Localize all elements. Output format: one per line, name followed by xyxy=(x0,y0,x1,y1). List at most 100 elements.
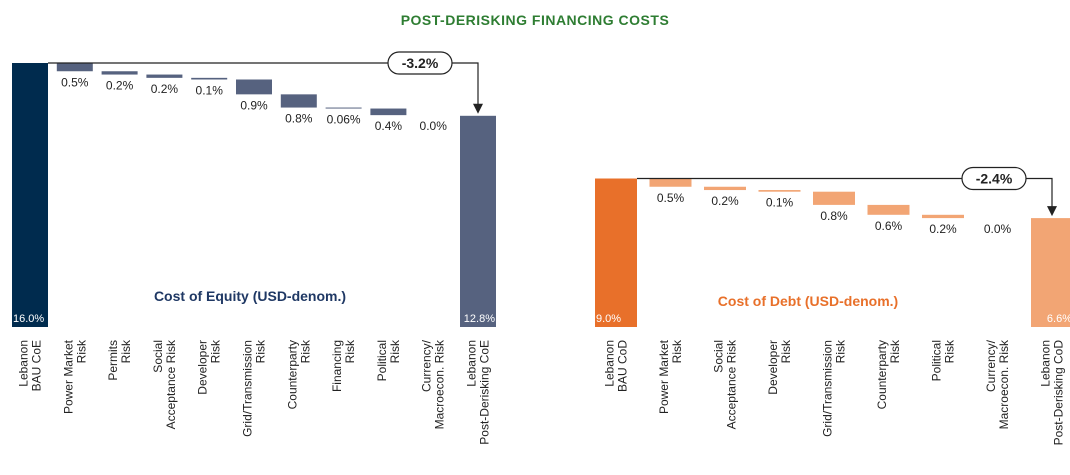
category-line: Risk xyxy=(943,339,957,363)
change-arrowhead xyxy=(473,103,483,114)
category-line: Power Market xyxy=(657,339,671,414)
category-label: SocialAcceptance Risk xyxy=(151,339,178,429)
category-line: Acceptance Risk xyxy=(725,339,739,429)
step-bar xyxy=(101,71,138,75)
value-label: 6.6% xyxy=(1047,313,1070,325)
category-label: PoliticalRisk xyxy=(930,339,957,381)
category-label: Power MarketRisk xyxy=(657,339,684,414)
value-label: 0.5% xyxy=(61,75,89,89)
category-line: Developer xyxy=(196,340,210,395)
category-label: LebanonBAU CoE xyxy=(17,340,44,391)
step-bar xyxy=(704,186,746,191)
category-line: Risk xyxy=(834,339,848,363)
value-label: 12.8% xyxy=(464,313,495,325)
category-line: Lebanon xyxy=(603,340,617,387)
change-label: -3.2% xyxy=(402,55,439,71)
category-line: Risk xyxy=(343,339,357,363)
value-label: 0.2% xyxy=(929,222,957,236)
step-bar xyxy=(146,74,183,78)
step-bar xyxy=(370,108,407,116)
category-line: Grid/Transmission xyxy=(241,340,255,437)
total-bar xyxy=(1031,218,1070,327)
category-label: LebanonBAU CoD xyxy=(603,340,630,392)
category-label: PermitsRisk xyxy=(106,339,133,381)
category-label: Currency/Macroecon. Risk xyxy=(984,339,1011,429)
value-label: 9.0% xyxy=(596,313,621,325)
category-line: Counterparty xyxy=(285,340,299,409)
category-line: Grid/Transmission xyxy=(821,340,835,437)
change-label: -2.4% xyxy=(976,171,1013,187)
category-line: Political xyxy=(375,340,389,381)
value-label: 0.0% xyxy=(420,119,448,133)
value-label: 0.0% xyxy=(984,222,1012,236)
value-label: 0.5% xyxy=(657,191,685,205)
category-line: BAU CoE xyxy=(30,340,44,391)
change-arrowhead xyxy=(1047,206,1057,217)
value-label: 0.2% xyxy=(711,194,739,208)
step-bar xyxy=(191,77,228,80)
chart-subtitle: Cost of Equity (USD-denom.) xyxy=(154,288,346,304)
category-line: Social xyxy=(712,340,726,373)
category-line: Financing xyxy=(330,340,344,392)
category-line: Permits xyxy=(106,340,120,381)
chart-subtitle: Cost of Debt (USD-denom.) xyxy=(718,293,898,309)
step-bar xyxy=(236,79,272,95)
step-bar xyxy=(56,63,93,72)
value-label: 0.2% xyxy=(151,82,179,96)
category-label: DeveloperRisk xyxy=(766,339,793,395)
step-bar xyxy=(758,190,801,192)
step-bar xyxy=(649,178,692,187)
total-bar xyxy=(460,115,496,327)
category-line: Social xyxy=(151,340,165,373)
category-label: PoliticalRisk xyxy=(375,339,402,381)
category-label: Grid/TransmissionRisk xyxy=(821,339,848,437)
category-line: Macroecon. Risk xyxy=(997,339,1011,429)
category-label: Currency/Macroecon. Risk xyxy=(420,339,447,429)
category-label: CounterpartyRisk xyxy=(875,339,902,409)
step-bar xyxy=(325,107,362,109)
category-line: Risk xyxy=(388,339,402,363)
step-bar xyxy=(922,214,964,219)
step-bar xyxy=(813,191,855,205)
value-label: 0.9% xyxy=(240,98,268,112)
category-line: Risk xyxy=(888,339,902,363)
category-line: Risk xyxy=(254,339,268,363)
category-line: Risk xyxy=(298,339,312,363)
category-line: Risk xyxy=(74,339,88,363)
step-bar xyxy=(280,94,317,108)
change-connector xyxy=(48,62,479,105)
total-bar xyxy=(595,178,637,327)
category-label: FinancingRisk xyxy=(330,339,357,392)
category-line: Risk xyxy=(779,339,793,363)
category-line: Risk xyxy=(670,339,684,363)
value-label: 0.6% xyxy=(875,219,903,233)
category-line: Lebanon xyxy=(17,340,31,387)
category-line: Post-Derisking CoE xyxy=(478,340,492,445)
category-line: Developer xyxy=(766,340,780,395)
category-line: Risk xyxy=(119,339,133,363)
category-line: Lebanon xyxy=(1039,340,1053,387)
category-label: Power MarketRisk xyxy=(61,339,88,414)
category-line: Political xyxy=(930,340,944,381)
category-label: CounterpartyRisk xyxy=(285,339,312,409)
category-label: LebanonPost-Derisking CoE xyxy=(465,340,492,445)
category-label: DeveloperRisk xyxy=(196,339,223,395)
category-line: Currency/ xyxy=(420,339,434,392)
category-line: Lebanon xyxy=(465,340,479,387)
category-line: BAU CoD xyxy=(616,340,630,392)
category-line: Counterparty xyxy=(875,340,889,409)
category-line: Risk xyxy=(209,339,223,363)
value-label: 0.2% xyxy=(106,79,134,93)
value-label: 0.8% xyxy=(285,112,313,126)
change-box xyxy=(961,166,1027,191)
change-connector xyxy=(637,177,1053,208)
category-line: Post-Derisking CoD xyxy=(1052,340,1066,446)
category-line: Currency/ xyxy=(984,339,998,392)
category-label: Grid/TransmissionRisk xyxy=(241,339,268,437)
category-label: LebanonPost-Derisking CoD xyxy=(1039,340,1066,446)
category-label: SocialAcceptance Risk xyxy=(712,339,739,429)
page-title: POST-DERISKING FINANCING COSTS xyxy=(401,12,670,28)
change-box xyxy=(387,51,453,75)
step-bar xyxy=(867,204,910,215)
